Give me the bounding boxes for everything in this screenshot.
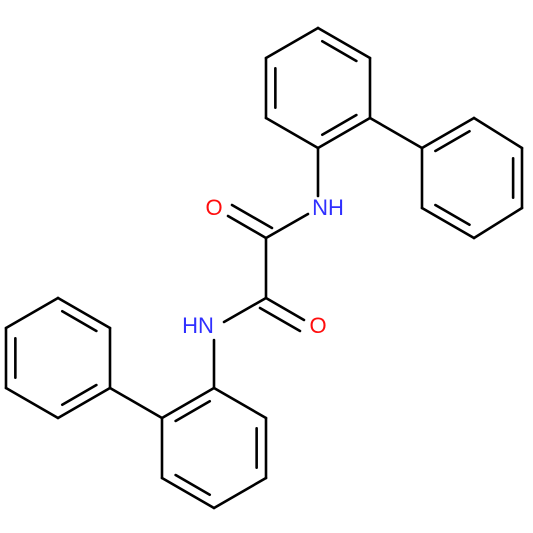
- bond: [434, 203, 471, 227]
- bond: [108, 386, 164, 420]
- bond: [320, 113, 358, 137]
- atom-label: NH: [312, 195, 344, 220]
- bond: [56, 386, 112, 420]
- bond: [368, 116, 424, 150]
- bond: [320, 39, 358, 63]
- bond: [56, 296, 112, 330]
- bond: [226, 214, 268, 240]
- bond: [60, 309, 98, 333]
- bond: [420, 206, 476, 240]
- bond: [174, 473, 212, 497]
- bond: [230, 203, 274, 230]
- bond: [212, 386, 268, 420]
- bond: [420, 116, 476, 150]
- atom-label: O: [205, 195, 222, 220]
- bond: [472, 206, 524, 240]
- bond: [174, 399, 212, 423]
- bond: [60, 383, 98, 407]
- bond: [4, 386, 60, 420]
- bond: [316, 116, 372, 150]
- bond: [264, 212, 310, 240]
- bond: [264, 296, 306, 322]
- bond: [222, 296, 268, 324]
- bond: [316, 26, 372, 60]
- bond: [160, 476, 216, 510]
- bond: [472, 116, 524, 150]
- bond: [434, 129, 471, 153]
- atom-label: HN: [182, 313, 214, 338]
- bond: [160, 386, 216, 420]
- bond: [258, 306, 302, 333]
- bond: [4, 296, 60, 330]
- bond: [264, 116, 320, 150]
- atom-label: O: [309, 313, 326, 338]
- bond: [212, 476, 268, 510]
- bond: [264, 26, 320, 60]
